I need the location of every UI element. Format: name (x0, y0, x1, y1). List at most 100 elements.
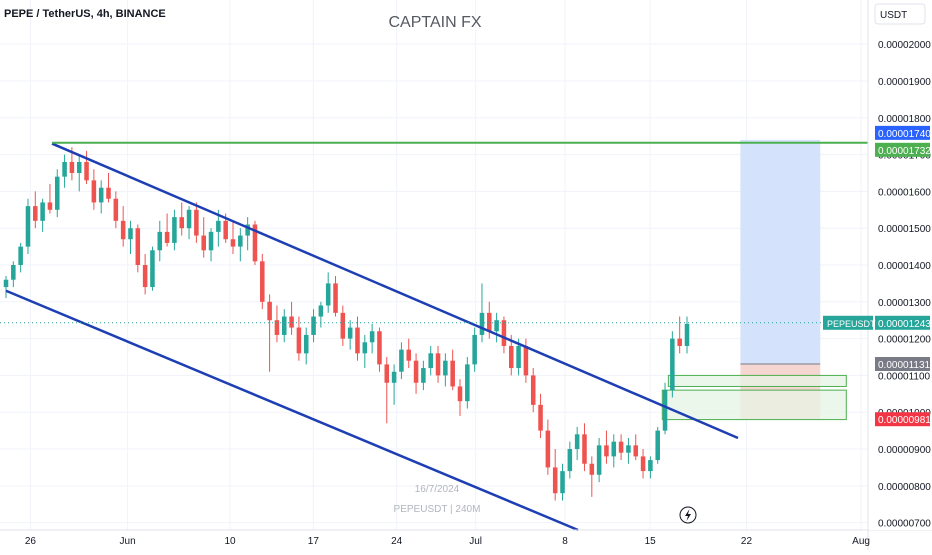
candle-body (245, 224, 250, 236)
candle-body (633, 445, 639, 457)
candle-body (208, 231, 214, 251)
y-tick-label: 0.00001600 (878, 187, 931, 198)
price-label-stop (875, 412, 930, 427)
candle-body (457, 386, 463, 402)
candle-body (428, 353, 433, 369)
candle-body (501, 320, 507, 346)
y-tick-label: 0.00001500 (878, 224, 931, 235)
demand-zone (661, 389, 847, 421)
candle-body (465, 364, 470, 402)
price-scale-ticks: 0.000020000.000019000.000018000.00001700… (878, 40, 931, 529)
candle-body (552, 467, 558, 494)
candle-body (523, 345, 529, 376)
y-tick-label: 0.00000700 (878, 519, 931, 530)
candle-body (47, 202, 53, 210)
price-label-level (875, 142, 930, 157)
candle-body (179, 217, 185, 229)
candle-body (435, 353, 441, 376)
x-tick-label: 17 (308, 536, 320, 547)
candle-body (421, 368, 426, 383)
candle-body (640, 456, 646, 472)
lightning-icon[interactable] (679, 506, 697, 524)
price-label-value: 0.00001740 (878, 129, 931, 140)
candle-body (150, 250, 155, 288)
candle-body (84, 161, 89, 181)
x-tick-label: 22 (741, 536, 753, 547)
candle-body (274, 320, 280, 335)
candle-body (362, 342, 368, 354)
y-tick-label: 0.00001200 (878, 335, 931, 346)
candle-body (201, 235, 206, 251)
candle-body (216, 220, 221, 232)
candle-body (18, 246, 23, 265)
candle-body (3, 279, 9, 288)
candle-body (413, 360, 419, 383)
candle-body (530, 375, 536, 405)
symbol-info[interactable]: PEPE / TetherUS, 4h, BINANCE (4, 8, 166, 20)
y-tick-label: 0.00001900 (878, 77, 931, 88)
y-tick-label: 0.00002000 (878, 40, 931, 51)
candle-body (289, 316, 294, 328)
candle-body (223, 220, 228, 240)
x-tick-label: Jun (120, 536, 136, 547)
candle-body (98, 187, 104, 203)
candle-body (567, 449, 573, 472)
candle-body (589, 463, 595, 475)
candle-body (494, 320, 499, 332)
candle-body (399, 349, 404, 372)
candle-body (260, 261, 265, 302)
x-tick-label: Jul (469, 536, 482, 547)
candle-body (574, 434, 580, 450)
candle-body (391, 371, 397, 383)
candle-body (142, 265, 148, 288)
candle-body (618, 441, 624, 453)
candle-body (11, 265, 16, 280)
candle-body (655, 430, 660, 461)
price-scale[interactable] (869, 0, 932, 530)
candle-body (33, 206, 38, 221)
candle-body (303, 334, 309, 354)
price-label-symbol: PEPEUSDT (827, 319, 876, 329)
price-label-symbol-box (823, 315, 873, 330)
currency-button[interactable] (874, 3, 926, 25)
candle-body (450, 360, 455, 387)
candle-body (369, 331, 375, 343)
candle-body (157, 231, 163, 251)
candle-body (582, 434, 587, 464)
channel-lower-line (5, 289, 579, 532)
candle-body (347, 327, 353, 339)
candle-body (472, 334, 477, 365)
y-tick-label: 0.00001100 (878, 371, 931, 382)
candle-body (355, 327, 360, 354)
candle-body (252, 224, 258, 262)
price-label-current (875, 315, 930, 330)
candle-body (560, 471, 565, 494)
candle-body (164, 231, 170, 243)
price-label-entry (875, 357, 930, 372)
channel-upper-line (51, 142, 739, 440)
profit-zone (740, 139, 821, 365)
y-tick-label: 0.00000800 (878, 482, 931, 493)
candle-body (684, 323, 690, 346)
price-label-target (875, 125, 930, 140)
candle-body (333, 283, 338, 313)
drawing-lines (0, 141, 868, 532)
candle-body (340, 312, 346, 339)
x-tick-label: 8 (562, 536, 568, 547)
candle-body (325, 283, 331, 306)
candle-body (377, 331, 382, 365)
candle-body (626, 445, 631, 453)
candle-body (120, 220, 126, 240)
candle-body (106, 187, 111, 199)
candle-body (128, 228, 133, 240)
y-tick-label: 0.00001800 (878, 114, 931, 125)
watermark-date: 16/7/2024 (415, 484, 460, 495)
candle-body (648, 460, 653, 472)
candle-body (516, 345, 521, 369)
x-tick-label: 10 (224, 536, 236, 547)
candle-body (54, 176, 60, 210)
candle-body (91, 180, 97, 203)
candle-body (267, 301, 272, 321)
